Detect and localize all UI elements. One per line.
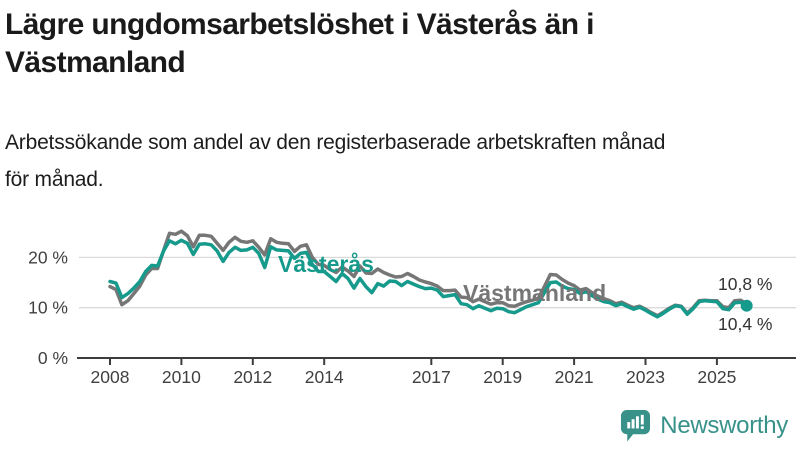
x-tick-label: 2025 — [697, 367, 736, 387]
x-tick-label: 2019 — [483, 367, 522, 387]
series-label-vastmanland: Västmanland — [463, 280, 606, 306]
x-tick-label: 2017 — [412, 367, 451, 387]
x-tick-label: 2021 — [555, 367, 594, 387]
series-line-vasteras — [108, 238, 749, 319]
end-value-label-vastmanland: 10,8 % — [718, 274, 772, 294]
x-tick-label: 2010 — [162, 367, 201, 387]
newsworthy-logo[interactable]: Newsworthy — [620, 409, 788, 442]
series-label-vasteras: Västerås — [278, 251, 374, 277]
series-end-dot — [740, 299, 753, 312]
y-tick-label: 20 % — [28, 247, 68, 267]
line-chart: 0 % 10 % 20 % 2008 2010 2012 2014 2017 2019 2021 2… — [0, 200, 800, 400]
newsworthy-logo-text: Newsworthy — [660, 411, 788, 439]
title-line-2: Västmanland — [5, 46, 186, 79]
x-tick-label: 2012 — [233, 367, 272, 387]
x-tick-label: 2014 — [305, 367, 344, 387]
x-tick-label: 2023 — [626, 367, 665, 387]
subtitle-line-2: för månad. — [5, 168, 104, 191]
newsworthy-bubble-chart-icon — [621, 410, 651, 442]
title-line-1: Lägre ungdomsarbetslöshet i Västerås än … — [5, 8, 595, 41]
end-value-label-vasteras: 10,4 % — [718, 314, 772, 334]
chart-subtitle: Arbetssökande som andel av den registerb… — [5, 124, 785, 198]
unemployment-chart: 0 % 10 % 20 % 2008 2010 2012 2014 2017 2019 2021 2… — [28, 229, 796, 387]
y-tick-label: 0 % — [38, 348, 68, 368]
page-title: Lägre ungdomsarbetslöshet i Västerås än … — [5, 6, 795, 82]
subtitle-line-1: Arbetssökande som andel av den registerb… — [5, 131, 666, 154]
y-tick-label: 10 % — [28, 298, 68, 318]
x-tick-label: 2008 — [91, 367, 130, 387]
